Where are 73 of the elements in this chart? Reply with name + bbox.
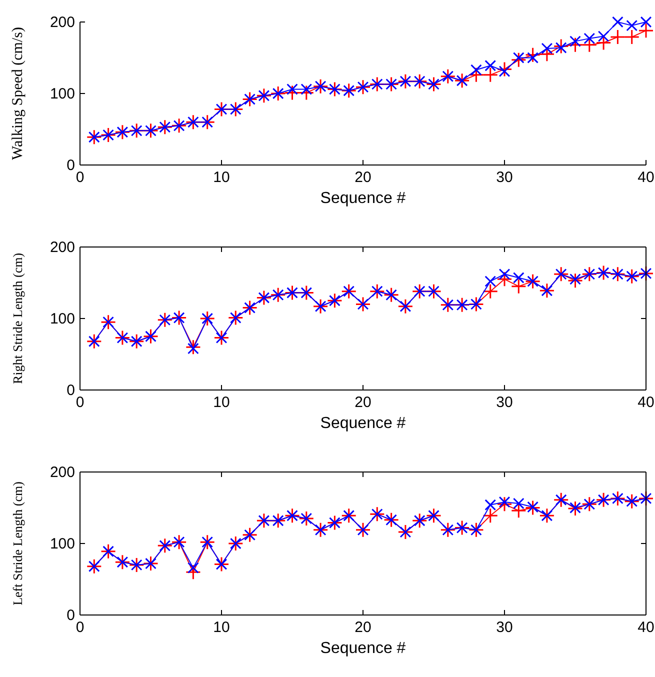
point xyxy=(298,85,314,101)
x-axis-title: Sequence # xyxy=(320,640,406,657)
x-tick-label: 40 xyxy=(638,394,654,411)
x-tick-label: 20 xyxy=(354,394,372,411)
point xyxy=(498,496,510,508)
y-tick-label: 0 xyxy=(66,382,75,399)
point xyxy=(185,564,201,580)
point xyxy=(286,84,298,95)
y-tick-label: 100 xyxy=(50,86,75,102)
x-tick-label: 30 xyxy=(496,394,513,411)
point xyxy=(512,52,524,64)
point xyxy=(496,61,512,77)
y-tick-label: 200 xyxy=(50,464,75,481)
point xyxy=(626,20,638,32)
point xyxy=(541,42,553,54)
point xyxy=(584,32,596,44)
y-tick-label: 200 xyxy=(50,14,75,31)
point xyxy=(482,284,498,300)
point xyxy=(638,22,654,38)
point xyxy=(527,52,538,64)
y-tick-label: 0 xyxy=(66,157,75,174)
point xyxy=(510,502,526,518)
point xyxy=(598,30,610,42)
point xyxy=(553,38,569,54)
x-tick-label: 30 xyxy=(496,619,513,636)
point xyxy=(568,272,583,288)
point xyxy=(640,16,652,28)
x-axis-title: Sequence # xyxy=(320,190,406,207)
point xyxy=(624,29,640,45)
point xyxy=(555,42,567,54)
x-tick-label: 20 xyxy=(354,169,372,186)
point xyxy=(568,500,583,516)
point xyxy=(498,66,510,78)
point xyxy=(512,498,524,510)
point xyxy=(610,29,626,45)
x-tick-label: 30 xyxy=(496,169,513,186)
y-tick-label: 100 xyxy=(50,310,75,328)
point xyxy=(570,502,581,514)
y-axis-title: Right Stride Length (cm) xyxy=(10,252,25,384)
y-tick-label: 200 xyxy=(50,239,75,256)
y-axis-title: Walking Speed (cm/s) xyxy=(10,27,26,160)
point xyxy=(484,499,496,511)
x-tick-label: 20 xyxy=(354,619,372,636)
point xyxy=(468,67,484,83)
point xyxy=(568,37,583,53)
x-tick-label: 40 xyxy=(638,619,654,636)
x-tick-label: 10 xyxy=(213,169,230,186)
point xyxy=(482,67,498,83)
point xyxy=(498,268,510,280)
point xyxy=(570,36,581,48)
point xyxy=(496,496,512,512)
point xyxy=(188,562,199,574)
y-axis-title: Left Stride Length (cm) xyxy=(10,482,25,606)
point xyxy=(570,273,581,285)
y-tick-label: 100 xyxy=(50,536,75,552)
point xyxy=(482,508,498,524)
point xyxy=(496,271,512,287)
point xyxy=(484,60,496,72)
point xyxy=(185,339,201,355)
point xyxy=(612,16,624,28)
point xyxy=(484,276,496,288)
point xyxy=(188,342,199,354)
x-tick-label: 10 xyxy=(213,619,230,636)
point xyxy=(470,64,482,76)
x-tick-label: 40 xyxy=(638,169,654,186)
x-tick-label: 10 xyxy=(213,394,230,411)
point xyxy=(300,84,312,95)
point xyxy=(525,47,541,63)
point xyxy=(510,52,526,68)
y-tick-label: 0 xyxy=(66,607,75,624)
x-axis-title: Sequence # xyxy=(320,415,406,432)
point xyxy=(512,272,524,284)
point xyxy=(510,278,526,294)
